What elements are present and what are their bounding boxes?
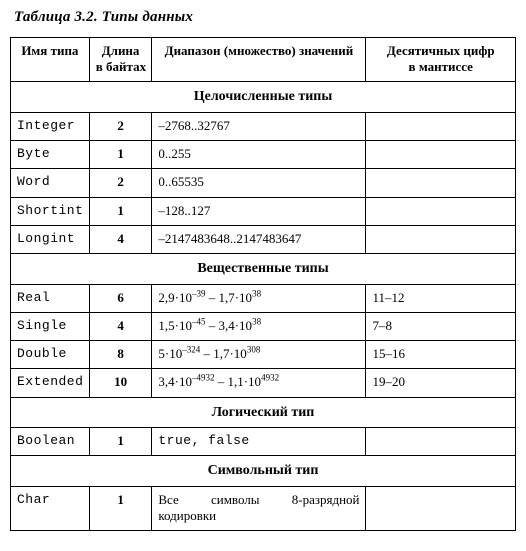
cell-length: 2 [89,169,152,197]
cell-name: Double [11,341,90,369]
cell-length: 1 [89,197,152,225]
cell-mant [366,197,516,225]
cell-length: 10 [89,369,152,397]
cell-range: 1,5·10–45 – 3,4·1038 [152,312,366,340]
cell-range: Все символы 8-разрядной кодировки [152,486,366,531]
cell-mant [366,486,516,531]
cell-mant: 11–12 [366,284,516,312]
section-title: Целочисленные типы [11,82,516,113]
table-row: Extended103,4·10–4932 – 1,1·10493219–20 [11,369,516,397]
cell-length: 1 [89,141,152,169]
cell-mant [366,169,516,197]
cell-name: Boolean [11,428,90,456]
section-header: Вещественные типы [11,254,516,285]
section-title: Логический тип [11,397,516,428]
col-mant: Десятичных цифр в мантиссе [366,37,516,82]
section-header: Логический тип [11,397,516,428]
cell-mant: 15–16 [366,341,516,369]
cell-range: 5·10–324 – 1,7·10308 [152,341,366,369]
cell-mant: 7–8 [366,312,516,340]
table-row: Byte10..255 [11,141,516,169]
cell-range: –2768..32767 [152,112,366,140]
table-row: Single41,5·10–45 – 3,4·10387–8 [11,312,516,340]
cell-name: Byte [11,141,90,169]
col-length: Длина в байтах [89,37,152,82]
cell-length: 8 [89,341,152,369]
section-header: Символьный тип [11,456,516,487]
header-row: Имя типа Длина в байтах Диапазон (множес… [11,37,516,82]
cell-range: true, false [152,428,366,456]
cell-mant [366,112,516,140]
cell-length: 2 [89,112,152,140]
cell-range: –2147483648..2147483647 [152,225,366,253]
cell-range: –128..127 [152,197,366,225]
section-title: Символьный тип [11,456,516,487]
cell-range: 3,4·10–4932 – 1,1·104932 [152,369,366,397]
cell-name: Shortint [11,197,90,225]
table-row: Real62,9·10–39 – 1,7·103811–12 [11,284,516,312]
cell-name: Longint [11,225,90,253]
col-range: Диапазон (множество) значений [152,37,366,82]
cell-range: 0..255 [152,141,366,169]
cell-mant: 19–20 [366,369,516,397]
table-caption: Таблица 3.2. Типы данных [14,8,516,27]
table-row: Shortint1–128..127 [11,197,516,225]
cell-mant [366,428,516,456]
cell-range: 2,9·10–39 – 1,7·1038 [152,284,366,312]
cell-name: Word [11,169,90,197]
cell-length: 4 [89,225,152,253]
cell-name: Integer [11,112,90,140]
cell-name: Single [11,312,90,340]
table-row: Double85·10–324 – 1,7·1030815–16 [11,341,516,369]
cell-length: 1 [89,486,152,531]
table-row: Word20..65535 [11,169,516,197]
table-body: Целочисленные типыInteger2–2768..32767By… [11,82,516,531]
table-row: Boolean1true, false [11,428,516,456]
cell-length: 4 [89,312,152,340]
data-types-table: Имя типа Длина в байтах Диапазон (множес… [10,37,516,532]
cell-length: 6 [89,284,152,312]
cell-name: Real [11,284,90,312]
cell-range: 0..65535 [152,169,366,197]
table-row: Integer2–2768..32767 [11,112,516,140]
cell-mant [366,141,516,169]
section-header: Целочисленные типы [11,82,516,113]
cell-mant [366,225,516,253]
cell-name: Extended [11,369,90,397]
section-title: Вещественные типы [11,254,516,285]
cell-length: 1 [89,428,152,456]
cell-name: Char [11,486,90,531]
table-row: Char1Все символы 8-разрядной кодировки [11,486,516,531]
col-name: Имя типа [11,37,90,82]
table-row: Longint4–2147483648..2147483647 [11,225,516,253]
